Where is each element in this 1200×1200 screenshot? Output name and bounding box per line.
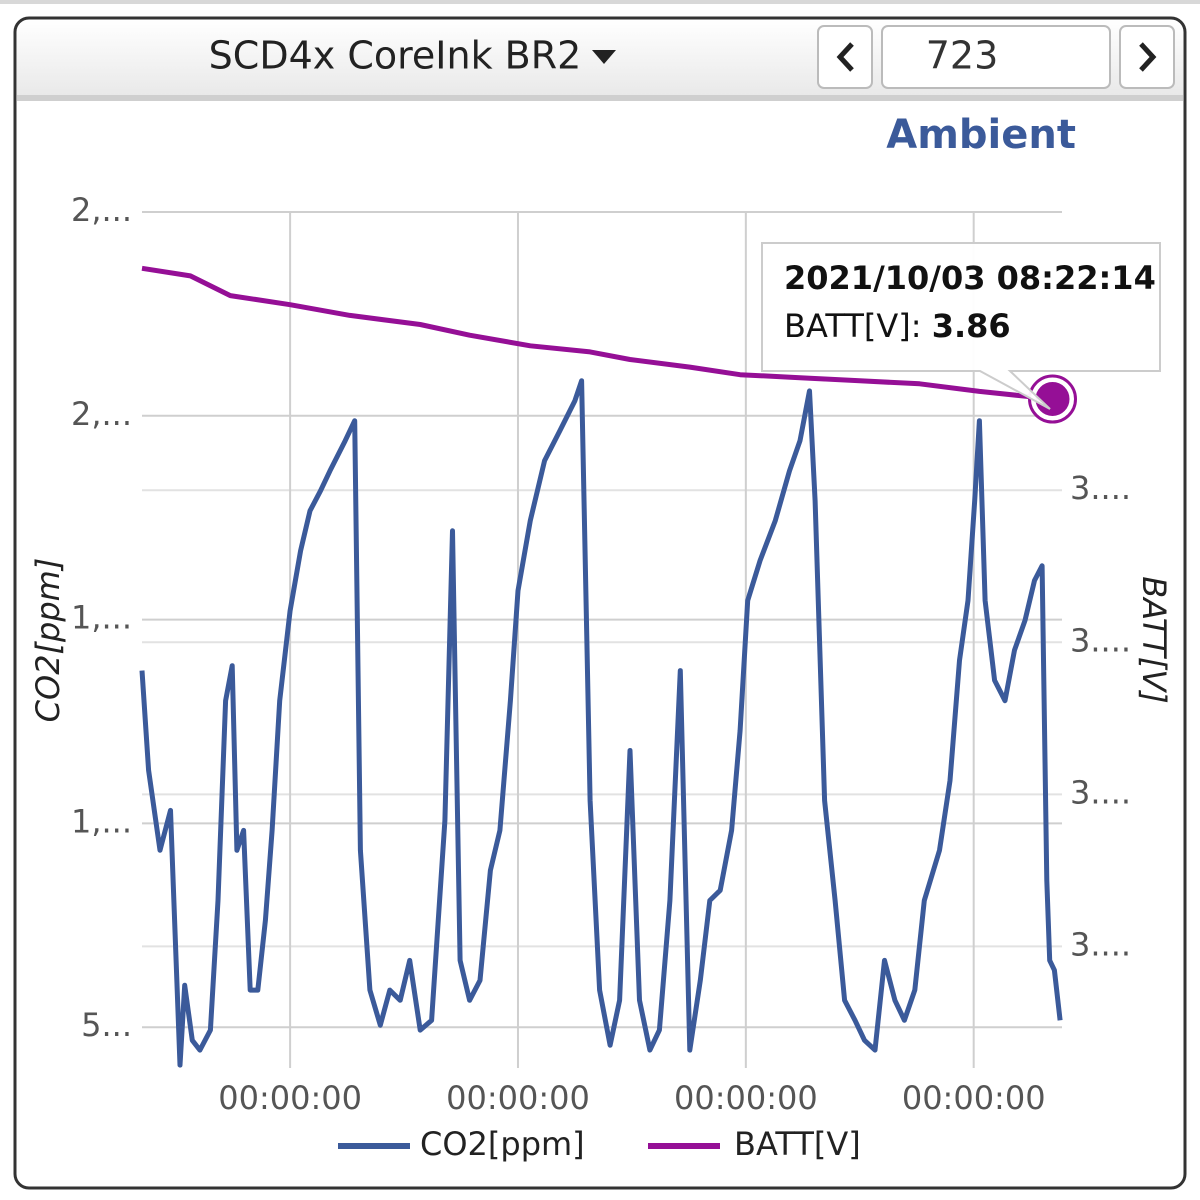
y-tick-label: 5...: [81, 1006, 132, 1044]
device-name[interactable]: SCD4x CoreInk BR2: [209, 34, 582, 78]
y-tick-label: 2,...: [71, 191, 132, 229]
y2-tick-label: 3....: [1070, 469, 1131, 507]
y2-tick-label: 3....: [1070, 925, 1131, 963]
header-shadow: [17, 95, 1183, 101]
tooltip-title: 2021/10/03 08:22:14: [784, 259, 1156, 297]
x-tick-label: 00:00:00: [674, 1079, 818, 1117]
y-tick-label: 2,...: [71, 395, 132, 433]
tooltip-value: 3.86: [932, 307, 1011, 345]
tooltip-series: BATT[V]: [784, 307, 911, 345]
legend: CO2[ppm] BATT[V]: [338, 1125, 861, 1163]
top-edge: [0, 0, 1200, 4]
y2-tick-label: 3....: [1070, 773, 1131, 811]
hover-ring: [1028, 374, 1078, 424]
y2-axis-label: BATT[V]: [1135, 576, 1173, 703]
x-tick-label: 00:00:00: [902, 1079, 1046, 1117]
tooltip: 2021/10/03 08:22:14 BATT[V]: 3.86: [761, 242, 1161, 410]
counter-value: 723: [926, 34, 999, 78]
prev-icon: [836, 42, 854, 72]
y-tick-label: 1,...: [71, 802, 132, 840]
counter-input[interactable]: [881, 25, 1111, 89]
y-axis-label: CO2[ppm]: [29, 558, 67, 723]
prev-button[interactable]: [817, 25, 873, 89]
x-tick-label: 00:00:00: [218, 1079, 362, 1117]
y-tick-label: 1,...: [71, 599, 132, 637]
grid: 5... 1,... 1,... 2,... 2,... 3.... 3.... 3.... 3…: [71, 191, 1131, 1117]
x-tick-label: 00:00:00: [446, 1079, 590, 1117]
dropdown-caret[interactable]: [592, 50, 616, 64]
legend-label: BATT[V]: [734, 1125, 861, 1163]
legend-label: CO2[ppm]: [420, 1125, 585, 1163]
tooltip-box: [761, 242, 1161, 410]
series-line: [141, 265, 1053, 402]
chart-title: Ambient: [886, 112, 1076, 158]
y2-tick-label: 3....: [1070, 621, 1131, 659]
plot: [139, 265, 1078, 1068]
tooltip-row: BATT[V]: 3.86: [784, 307, 1011, 345]
next-button[interactable]: [1119, 25, 1175, 89]
next-icon: [1139, 42, 1157, 72]
series-line: [139, 378, 1063, 1068]
